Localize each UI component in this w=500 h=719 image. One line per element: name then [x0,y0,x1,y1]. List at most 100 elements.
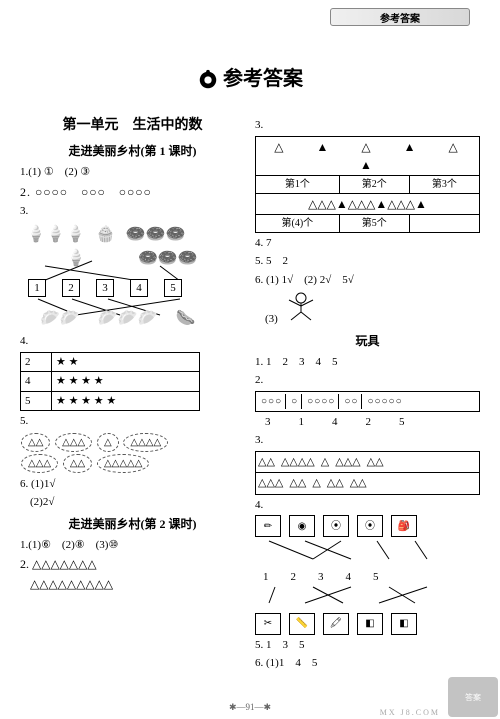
num: 2 [291,569,297,586]
cell: 第2个 [339,175,409,193]
t-q3-strip: △△ △△△△ △ △△△ △△ [255,451,480,474]
r-q3-label: 3. [255,117,480,134]
t-q3-strip-2: △△△ △△ △ △△ △△ [255,473,480,495]
cell: 第5个 [339,214,409,232]
numbox: 4 [130,279,148,297]
strip-cell: △△△ [335,454,360,471]
strip-cell: △△△△ [281,454,315,471]
r-q6-3: (3) [265,290,480,328]
section-2-title: 走进美丽乡村(第 2 课时) [20,515,245,533]
strip-cell: ○○○○○ [364,394,405,409]
num: 1 [299,414,305,431]
unit-title: 第一单元 生活中的数 [20,115,245,136]
num: 4 [346,569,352,586]
cell: △ ▲ △ ▲ △ ▲ [256,136,480,175]
title-icon [197,69,219,91]
t-q4-top-row: ✏ ◉ ⦿ ⦿ 🎒 [255,515,480,537]
r-q5: 5. 5 2 [255,253,480,270]
cookies-icon: ⦿ [323,515,349,537]
num: 3 [318,569,324,586]
t-q3-label: 3. [255,432,480,449]
oval: △△△ [21,454,58,473]
num: 4 [332,414,338,431]
r-q3-table: △ ▲ △ ▲ △ ▲ 第1个 第2个 第3个 △△△▲△△△▲△△△▲ 第(4… [255,136,480,233]
cell: 5 [21,391,52,411]
strip-cell: △△ [258,454,275,471]
l-q3-label: 3. [20,203,245,220]
cell: 4 [21,372,52,392]
header-tab: 参考答案 [330,8,470,26]
cell: ★ ★ ★ ★ ★ [51,391,199,411]
strip-cell: △△ [327,475,344,492]
cell [409,214,479,232]
table-row: 第(4)个 第5个 [256,214,480,232]
l-q2: 2. ○○○○ ○○○ ○○○○ [20,183,245,201]
erasers-icon: ◧ [357,613,383,635]
strip-cell: △△△ [258,475,283,492]
oval: △△△△ [123,433,168,452]
hotdog-icon: 🌭 [176,307,196,331]
scissors-icon: ✂ [255,613,281,635]
table-row: 2★ ★ [21,352,200,372]
t-q4-lines-2 [255,585,455,605]
l-s2-q2: 2. △△△△△△△ [20,555,245,573]
l-s2-q2b: △△△△△△△△△ [30,575,245,593]
l-q4-table: 2★ ★ 4★ ★ ★ ★ 5★ ★ ★ ★ ★ [20,352,200,412]
strip-cell: △△ [350,475,367,492]
strip-cell: ○ [288,394,302,409]
strip-cell: ○○ [341,394,362,409]
l-q3-diagram: 🍦🍦🍦 🧁 🍩🍩🍩 🍦 🍩🍩🍩 1 2 [20,221,220,331]
t-q4-label: 4. [255,497,480,514]
cell: ★ ★ ★ ★ [51,372,199,392]
cell: ★ ★ [51,352,199,372]
numbox: 2 [62,279,80,297]
oval: △△ [63,454,92,473]
ruler-icon: 📏 [289,613,315,635]
main-title-text: 参考答案 [223,68,303,90]
bun-icon: 🥟🥟🥟 [98,307,158,331]
r-q6: 6. (1) 1√ (2) 2√ 5√ [255,272,480,289]
strip-cell: △ [321,454,329,471]
cell: 第1个 [256,175,340,193]
bun-icon: 🥟🥟 [40,307,80,331]
table-row: 第1个 第2个 第3个 [256,175,480,193]
t-q4-nums: 1 2 3 4 5 [263,569,480,586]
l-q5-ovals: △△ △△△ △ △△△△ △△△ △△ △△△△△ [20,432,245,474]
main-title: 参考答案 [0,62,500,91]
oval: △△△△△ [97,454,149,473]
l-q1: 1.(1) ① (2) ③ [20,164,245,181]
numbox: 3 [96,279,114,297]
right-column: 3. △ ▲ △ ▲ △ ▲ 第1个 第2个 第3个 △△△▲△△△▲△△△▲ … [255,115,480,694]
oval: △ [97,433,119,452]
t-q2-label: 2. [255,372,480,389]
strip-cell: △ [312,475,320,492]
l-q3-numbers: 1 2 3 4 5 [28,279,182,297]
erasers-icon: ◧ [391,613,417,635]
stick-figure-icon [281,290,321,322]
cell: △△△▲△△△▲△△△▲ [256,193,480,214]
watermark-text: MX J8.COM [380,708,440,717]
strip-cell: △△ [289,475,306,492]
numbox: 5 [164,279,182,297]
table-row: 4★ ★ ★ ★ [21,372,200,392]
section-1-title: 走进美丽乡村(第 1 课时) [20,142,245,160]
cell: 第(4)个 [256,214,340,232]
cell: 第3个 [409,175,479,193]
t-q1: 1. 1 2 3 4 5 [255,354,480,371]
num: 1 [263,569,269,586]
oval: △△ [21,433,50,452]
num: 3 [265,414,271,431]
t-q6: 6. (1)1 4 5 [255,655,480,672]
strip-cell: △△ [367,454,384,471]
r-q4: 4. 7 [255,235,480,252]
page-number: 91 [246,702,255,712]
table-row: 5★ ★ ★ ★ ★ [21,391,200,411]
t-q4-bottom-row: ✂ 📏 🖍 ◧ ◧ [255,613,480,635]
table-row: △△△▲△△△▲△△△▲ [256,193,480,214]
l-q6: 6. (1)1√ [20,476,245,493]
cell: 2 [21,352,52,372]
cookies-icon: ⦿ [357,515,383,537]
l-s2-q1: 1.(1)⑥ (2)⑧ (3)⑩ [20,537,245,554]
numbox: 1 [28,279,46,297]
strip-cell: ○○○○ [304,394,339,409]
